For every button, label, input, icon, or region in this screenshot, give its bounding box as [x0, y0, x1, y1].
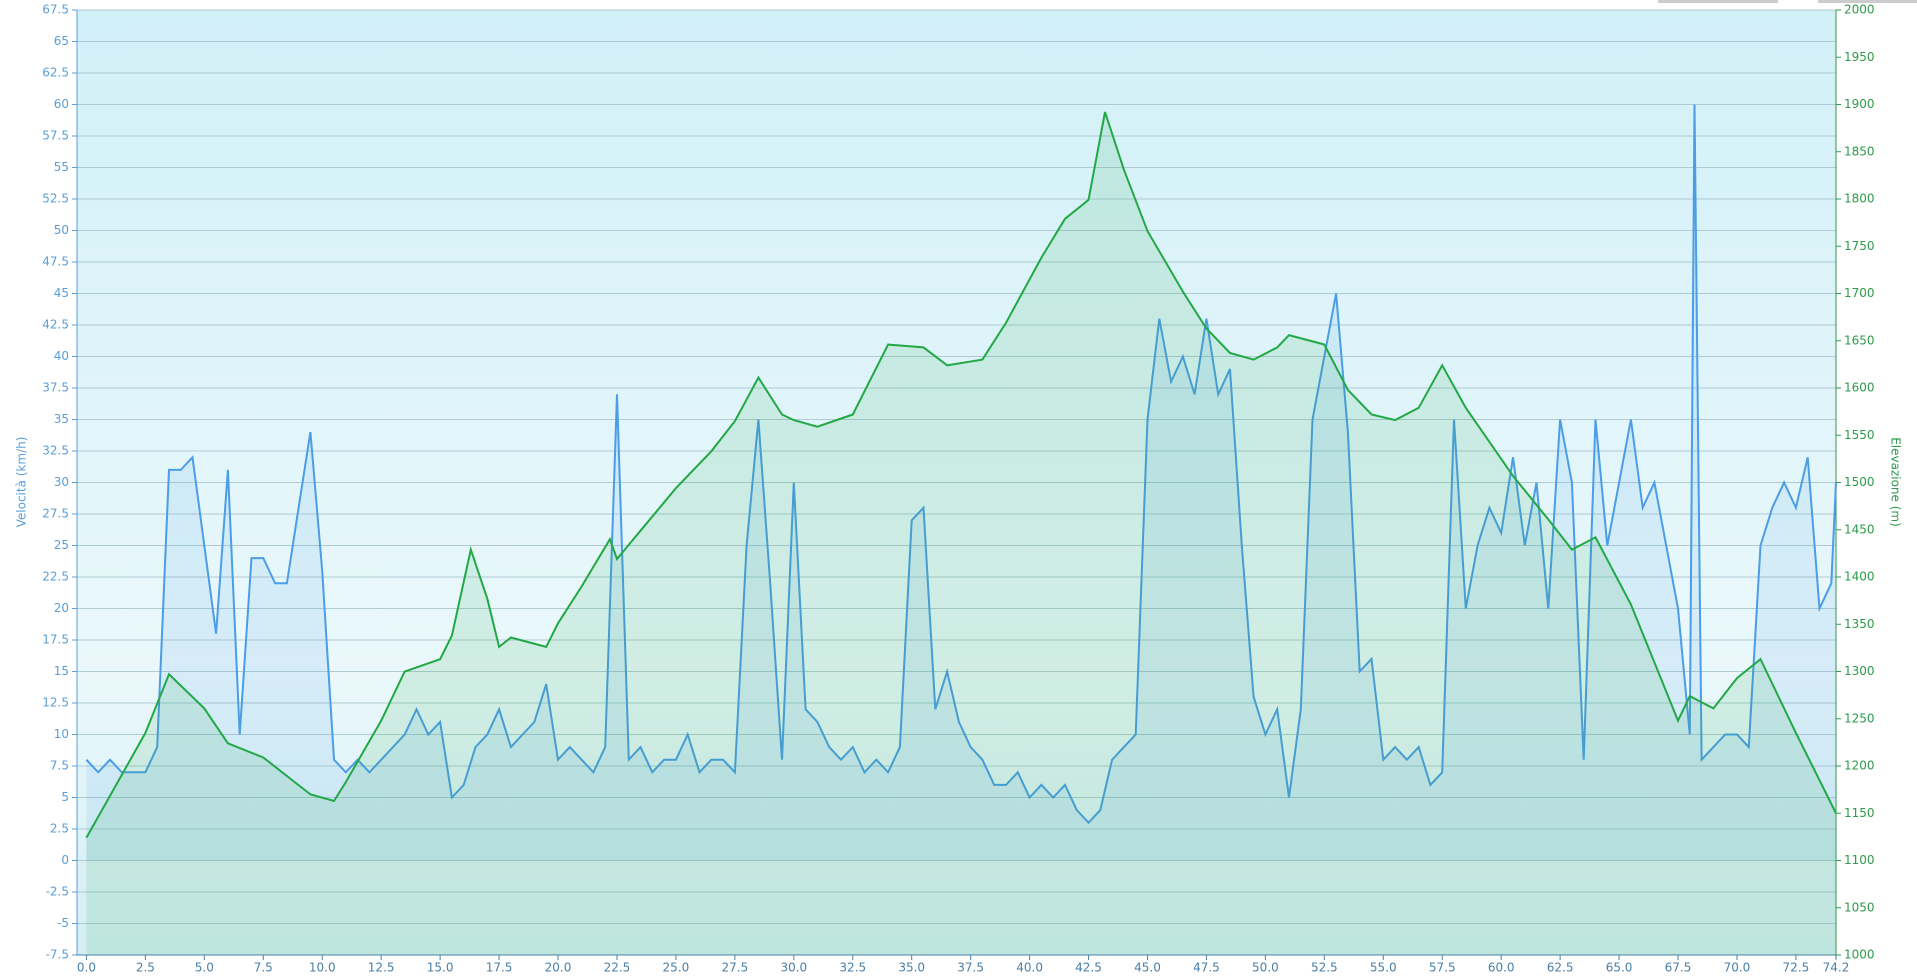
y-tick-label: 55 — [54, 160, 69, 174]
y2-tick-label: 1000 — [1844, 948, 1875, 962]
x-tick-label: 10.0 — [309, 961, 336, 975]
x-tick-label: 17.5 — [486, 961, 513, 975]
area-fill — [86, 104, 1836, 861]
y-tick-label: 35 — [54, 412, 69, 426]
y-tick-label: 25 — [54, 538, 69, 552]
y-tick-label: 32.5 — [42, 444, 69, 458]
toolbar-button[interactable] — [1818, 0, 1917, 3]
y2-tick-label: 1100 — [1844, 853, 1875, 867]
x-tick-label: 27.5 — [721, 961, 748, 975]
x-tick-label: 60.0 — [1488, 961, 1515, 975]
x-tick-label: 12.5 — [368, 961, 395, 975]
x-tick-label: 47.5 — [1193, 961, 1220, 975]
x-tick-label: 22.5 — [604, 961, 631, 975]
y2-tick-label: 1200 — [1844, 759, 1875, 773]
y2-tick-label: 1350 — [1844, 617, 1875, 631]
y2-tick-label: 1500 — [1844, 475, 1875, 489]
y-axis-title: Velocità (km/h) — [15, 437, 29, 528]
y2-tick-label: 1450 — [1844, 522, 1875, 536]
y-tick-label: 10 — [54, 727, 69, 741]
y2-tick-label: 1700 — [1844, 286, 1875, 300]
y-tick-label: 52.5 — [42, 192, 69, 206]
x-tick-label: 67.5 — [1665, 961, 1692, 975]
y2-tick-label: 1400 — [1844, 570, 1875, 584]
x-tick-label: 40.0 — [1016, 961, 1043, 975]
y-tick-label: 5 — [61, 790, 69, 804]
x-tick-label: 37.5 — [957, 961, 984, 975]
x-tick-label: 5.0 — [195, 961, 214, 975]
y-tick-label: 17.5 — [42, 633, 69, 647]
y-tick-label: -7.5 — [46, 948, 69, 962]
y-tick-label: 42.5 — [42, 318, 69, 332]
y-tick-label: 60 — [54, 97, 69, 111]
x-tick-label: 15.0 — [427, 961, 454, 975]
y-tick-label: 47.5 — [42, 255, 69, 269]
x-tick-label: 0.0 — [77, 961, 96, 975]
y-tick-label: 65 — [54, 34, 69, 48]
y-tick-label: 20 — [54, 601, 69, 615]
x-tick-label: 62.5 — [1547, 961, 1574, 975]
y-tick-label: 50 — [54, 223, 69, 237]
y2-tick-label: 1850 — [1844, 144, 1875, 158]
y2-tick-label: 1150 — [1844, 806, 1875, 820]
x-tick-label: 70.0 — [1724, 961, 1751, 975]
y-tick-label: 67.5 — [42, 3, 69, 17]
x-tick-label: 42.5 — [1075, 961, 1102, 975]
y2-tick-label: 1800 — [1844, 192, 1875, 206]
y-tick-label: 45 — [54, 286, 69, 300]
y2-tick-label: 1300 — [1844, 664, 1875, 678]
y-tick-label: -2.5 — [46, 885, 69, 899]
y2-tick-label: 1750 — [1844, 239, 1875, 253]
x-tick-label: 7.5 — [254, 961, 273, 975]
y-tick-label: 22.5 — [42, 570, 69, 584]
y2-tick-label: 1250 — [1844, 711, 1875, 725]
y-tick-label: 0 — [61, 853, 69, 867]
toolbar-button[interactable] — [1658, 0, 1778, 3]
y2-tick-label: 1550 — [1844, 428, 1875, 442]
x-tick-label: 2.5 — [136, 961, 155, 975]
y-tick-label: 15 — [54, 664, 69, 678]
x-tick-label: 45.0 — [1134, 961, 1161, 975]
y-tick-label: 7.5 — [50, 759, 69, 773]
x-tick-label: 32.5 — [839, 961, 866, 975]
x-tick-label: 50.0 — [1252, 961, 1279, 975]
y2-tick-label: 1950 — [1844, 50, 1875, 64]
x-tick-label: 25.0 — [663, 961, 690, 975]
x-tick-label: 30.0 — [780, 961, 807, 975]
x-tick-label: 52.5 — [1311, 961, 1338, 975]
y2-tick-label: 1600 — [1844, 381, 1875, 395]
area-fill — [86, 112, 1836, 956]
y-tick-label: 27.5 — [42, 507, 69, 521]
y-tick-label: 30 — [54, 475, 69, 489]
y2-tick-label: 1650 — [1844, 333, 1875, 347]
x-tick-label: 35.0 — [898, 961, 925, 975]
y2-axis-title: Elevazione (m) — [1889, 437, 1903, 527]
y-tick-label: 12.5 — [42, 696, 69, 710]
x-tick-label: 74.2 — [1823, 961, 1850, 975]
y2-tick-label: 1900 — [1844, 97, 1875, 111]
x-tick-label: 65.0 — [1606, 961, 1633, 975]
y2-tick-label: 2000 — [1844, 3, 1875, 17]
series-line — [85, 111, 1837, 839]
x-tick-label: 20.0 — [545, 961, 572, 975]
y-tick-label: -5 — [57, 916, 69, 930]
y-tick-label: 2.5 — [50, 822, 69, 836]
y-tick-label: 57.5 — [42, 129, 69, 143]
series-line — [85, 104, 1837, 825]
y-tick-label: 62.5 — [42, 66, 69, 80]
x-tick-label: 55.0 — [1370, 961, 1397, 975]
y-tick-label: 40 — [54, 349, 69, 363]
x-tick-label: 72.5 — [1783, 961, 1810, 975]
y2-tick-label: 1050 — [1844, 900, 1875, 914]
x-tick-label: 57.5 — [1429, 961, 1456, 975]
y-tick-label: 37.5 — [42, 381, 69, 395]
